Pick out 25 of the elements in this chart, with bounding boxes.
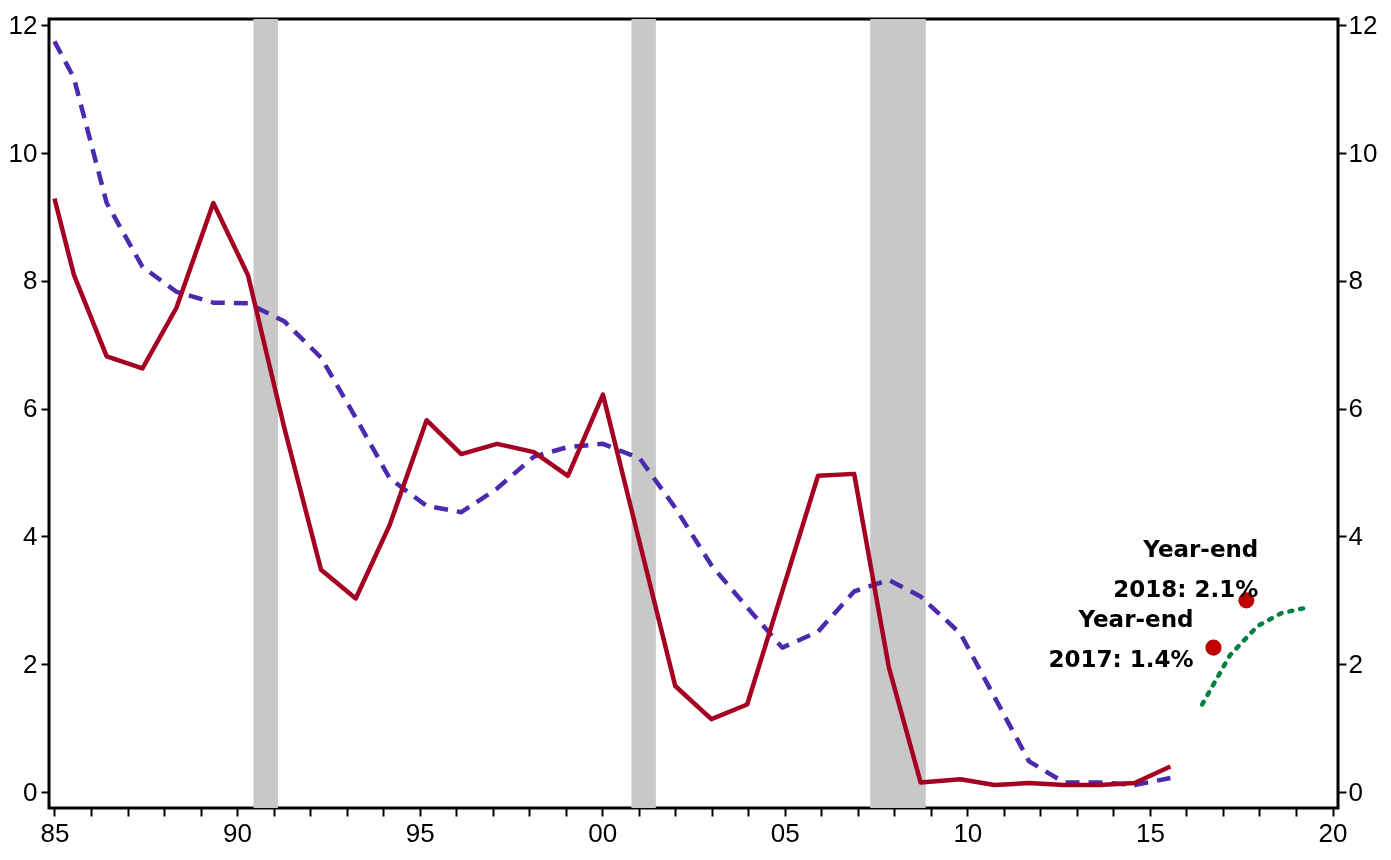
y2-tick-label: 6	[1348, 393, 1363, 424]
y2-tick-label: 12	[1348, 9, 1378, 40]
x-tick-label: 85	[40, 817, 70, 848]
y2-tick-label: 0	[1348, 776, 1363, 807]
annotation: Year-end 2018: 2.1%	[1113, 536, 1259, 603]
x-tick-label: 95	[405, 817, 435, 848]
x-tick-label: 00	[588, 817, 618, 848]
y2-tick-label: 8	[1348, 265, 1363, 296]
y-tick-label: 8	[23, 265, 38, 296]
y-tick-label: 4	[23, 520, 38, 551]
y-tick-label: 6	[23, 393, 38, 424]
y-tick-label: 12	[8, 9, 38, 40]
annotation: Year-end 2017: 1.4%	[1048, 605, 1194, 672]
y2-tick-label: 10	[1348, 137, 1378, 168]
y-tick-label: 2	[23, 648, 38, 679]
x-tick-label: 20	[1318, 817, 1348, 848]
line-series	[1199, 605, 1308, 707]
y-tick-label: 0	[23, 776, 38, 807]
y2-tick-label: 4	[1348, 520, 1363, 551]
x-tick-label: 90	[223, 817, 253, 848]
x-tick-label: 05	[770, 817, 800, 848]
x-tick-label: 10	[953, 817, 983, 848]
y-tick-label: 10	[8, 137, 38, 168]
y2-tick-label: 2	[1348, 648, 1363, 679]
x-tick-label: 15	[1135, 817, 1165, 848]
